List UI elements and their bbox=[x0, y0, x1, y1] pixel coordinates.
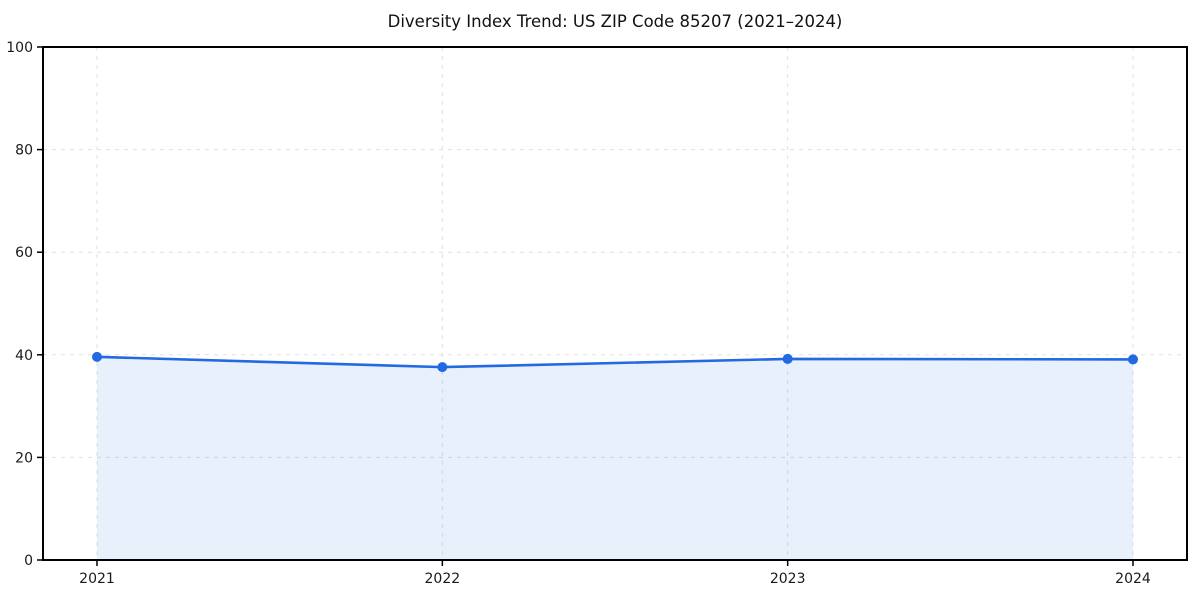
data-point bbox=[437, 362, 448, 373]
y-tick-label: 40 bbox=[15, 348, 33, 364]
area-fill bbox=[97, 356, 1133, 560]
x-tick-label: 2024 bbox=[1115, 571, 1151, 587]
plot-box bbox=[42, 46, 1188, 561]
y-tick-label: 0 bbox=[24, 553, 33, 569]
chart-title: Diversity Index Trend: US ZIP Code 85207… bbox=[387, 12, 843, 31]
y-tick-label: 100 bbox=[6, 40, 33, 56]
data-point bbox=[92, 351, 102, 362]
y-tick-label: 80 bbox=[15, 143, 33, 159]
x-tick-label: 2022 bbox=[425, 571, 461, 587]
x-tick-label: 2021 bbox=[79, 571, 115, 587]
data-point bbox=[782, 353, 793, 364]
x-tick-label: 2023 bbox=[770, 571, 806, 587]
y-tick-label: 20 bbox=[15, 450, 33, 466]
data-point bbox=[1128, 354, 1138, 365]
trend-line bbox=[95, 355, 1135, 369]
y-tick-label: 60 bbox=[15, 245, 33, 261]
